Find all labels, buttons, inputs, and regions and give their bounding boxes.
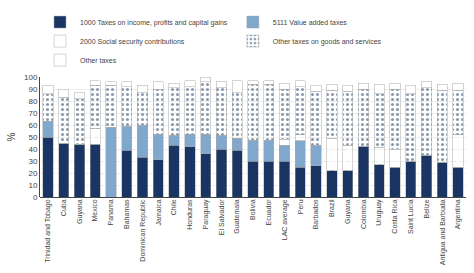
- svg-text:Guyana: Guyana: [76, 199, 84, 224]
- svg-text:Antigua and Barbuda: Antigua and Barbuda: [439, 199, 447, 265]
- svg-text:0: 0: [33, 193, 38, 202]
- svg-text:30: 30: [28, 157, 37, 166]
- svg-text:Jamaica: Jamaica: [155, 199, 162, 225]
- svg-text:Uruguay: Uruguay: [375, 199, 383, 226]
- svg-text:Bolivia: Bolivia: [249, 199, 256, 220]
- svg-text:LAC average: LAC average: [281, 199, 289, 240]
- svg-text:Guatemala: Guatemala: [233, 199, 240, 233]
- svg-text:Honduras: Honduras: [186, 199, 193, 230]
- svg-text:50: 50: [28, 133, 37, 142]
- svg-text:70: 70: [28, 109, 37, 118]
- svg-text:Costa Rica: Costa Rica: [391, 199, 398, 233]
- svg-text:60: 60: [28, 121, 37, 130]
- svg-text:Other taxes: Other taxes: [80, 57, 117, 64]
- svg-text:Chile: Chile: [170, 199, 177, 215]
- svg-text:Bahamas: Bahamas: [123, 199, 130, 229]
- svg-text:2000 Social security contribut: 2000 Social security contributions: [80, 38, 185, 46]
- svg-text:Barbados: Barbados: [312, 199, 319, 229]
- svg-text:Peru: Peru: [297, 199, 304, 214]
- svg-text:10: 10: [28, 181, 37, 190]
- svg-text:Saint Lucia: Saint Lucia: [407, 199, 414, 234]
- svg-text:Brazil: Brazil: [328, 199, 335, 217]
- svg-text:Argentina: Argentina: [454, 199, 462, 229]
- svg-text:90: 90: [28, 85, 37, 94]
- svg-text:40: 40: [28, 145, 37, 154]
- svg-text:Ecuador: Ecuador: [265, 199, 272, 226]
- svg-text:5111 Value added taxes: 5111 Value added taxes: [273, 19, 347, 26]
- svg-text:80: 80: [28, 97, 37, 106]
- svg-text:Paraguay: Paraguay: [202, 199, 210, 229]
- svg-text:Colombia: Colombia: [360, 199, 367, 229]
- svg-text:Cuba: Cuba: [60, 199, 67, 216]
- svg-text:Panama: Panama: [107, 199, 114, 225]
- svg-text:Belize: Belize: [423, 199, 430, 218]
- svg-text:%: %: [6, 132, 17, 141]
- svg-text:Guyana: Guyana: [344, 199, 352, 224]
- svg-text:Other taxes on goods and servi: Other taxes on goods and services: [273, 38, 382, 46]
- svg-text:Dominican Republic: Dominican Republic: [139, 199, 147, 262]
- svg-text:Trinidad and Tobago: Trinidad and Tobago: [44, 199, 52, 263]
- svg-text:20: 20: [28, 169, 37, 178]
- svg-text:El Salvador: El Salvador: [218, 199, 225, 235]
- svg-text:1000 Taxes on income, profits: 1000 Taxes on income, profits and capita…: [80, 19, 228, 27]
- svg-text:Mexico: Mexico: [91, 199, 98, 221]
- svg-text:100: 100: [24, 73, 38, 82]
